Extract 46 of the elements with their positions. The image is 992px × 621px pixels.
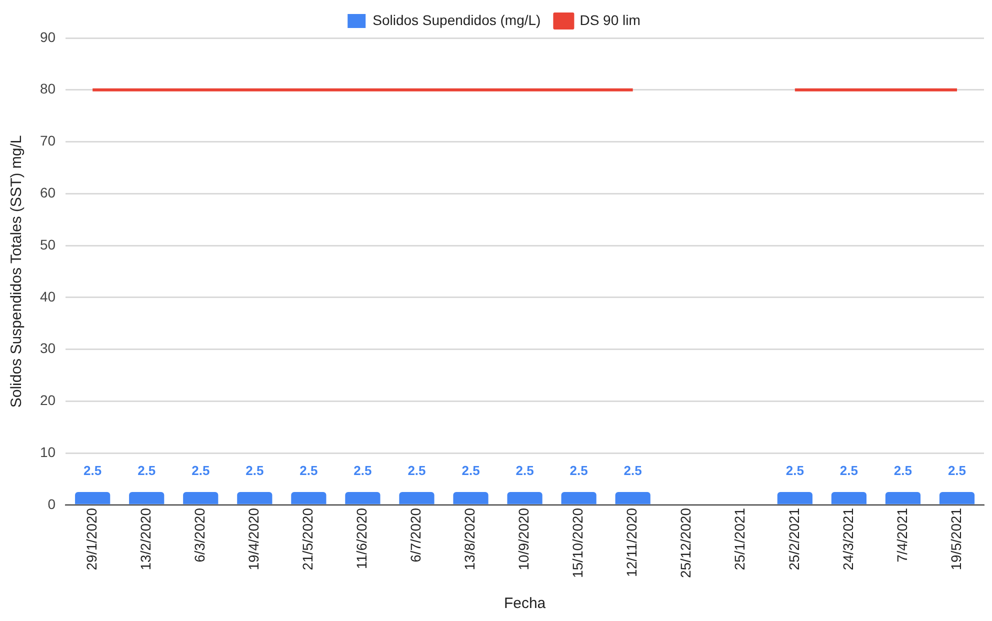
- data-label: 2.5: [354, 463, 372, 478]
- x-tick-label: 11/6/2020: [354, 508, 370, 570]
- x-axis-title: Fecha: [504, 595, 546, 612]
- x-tick-label: 12/11/2020: [624, 508, 640, 577]
- x-tick-label: 6/7/2020: [408, 508, 424, 562]
- data-label: 2.5: [894, 463, 912, 478]
- x-tick-label: 6/3/2020: [191, 508, 208, 562]
- y-axis-title: Solidos Suspendidos Totales (SST) mg/L: [8, 135, 26, 408]
- x-tick-label: 21/5/2020: [300, 508, 316, 570]
- data-label: 2.5: [84, 463, 102, 478]
- x-tick-label: 25/2/2021: [786, 508, 802, 570]
- y-tick-label: 0: [48, 496, 56, 512]
- x-tick-label: 10/9/2020: [516, 508, 532, 570]
- y-tick-label: 60: [40, 184, 56, 201]
- legend-label: Solidos Supendidos (mg/L): [372, 12, 541, 28]
- x-tick-label: 25/12/2020: [678, 508, 694, 578]
- data-label: 2.5: [462, 463, 480, 478]
- x-tick-label: 24/3/2021: [840, 508, 856, 570]
- data-label: 2.5: [570, 463, 588, 478]
- y-tick-label: 80: [40, 80, 56, 97]
- data-label: 2.5: [408, 463, 426, 478]
- y-tick-label: 40: [40, 288, 56, 304]
- x-tick-label: 25/1/2021: [732, 508, 748, 570]
- data-label: 2.5: [624, 463, 642, 478]
- y-tick-label: 90: [40, 28, 56, 45]
- data-label: 2.5: [138, 463, 156, 478]
- y-tick-label: 10: [40, 444, 56, 460]
- data-label: 2.5: [300, 463, 318, 478]
- x-tick-label: 13/8/2020: [462, 508, 478, 570]
- legend-label: DS 90 lim: [580, 12, 640, 28]
- data-label: 2.5: [192, 463, 210, 478]
- data-label: 2.5: [246, 463, 264, 478]
- y-tick-label: 20: [40, 392, 56, 408]
- x-tick-label: 29/1/2020: [83, 508, 100, 570]
- y-tick-label: 50: [40, 236, 56, 252]
- data-label: 2.5: [516, 463, 534, 478]
- x-tick-label: 19/4/2020: [246, 508, 262, 570]
- x-tick-label: 15/10/2020: [570, 508, 586, 578]
- data-label: 2.5: [840, 463, 858, 478]
- y-tick-label: 70: [40, 132, 56, 149]
- x-tick-label: 19/5/2021: [948, 508, 964, 570]
- y-tick-label: 30: [40, 340, 56, 356]
- data-label: 2.5: [786, 463, 804, 478]
- x-tick-label: 7/4/2021: [894, 508, 910, 562]
- data-label: 2.5: [948, 463, 966, 478]
- x-tick-label: 13/2/2020: [137, 508, 154, 570]
